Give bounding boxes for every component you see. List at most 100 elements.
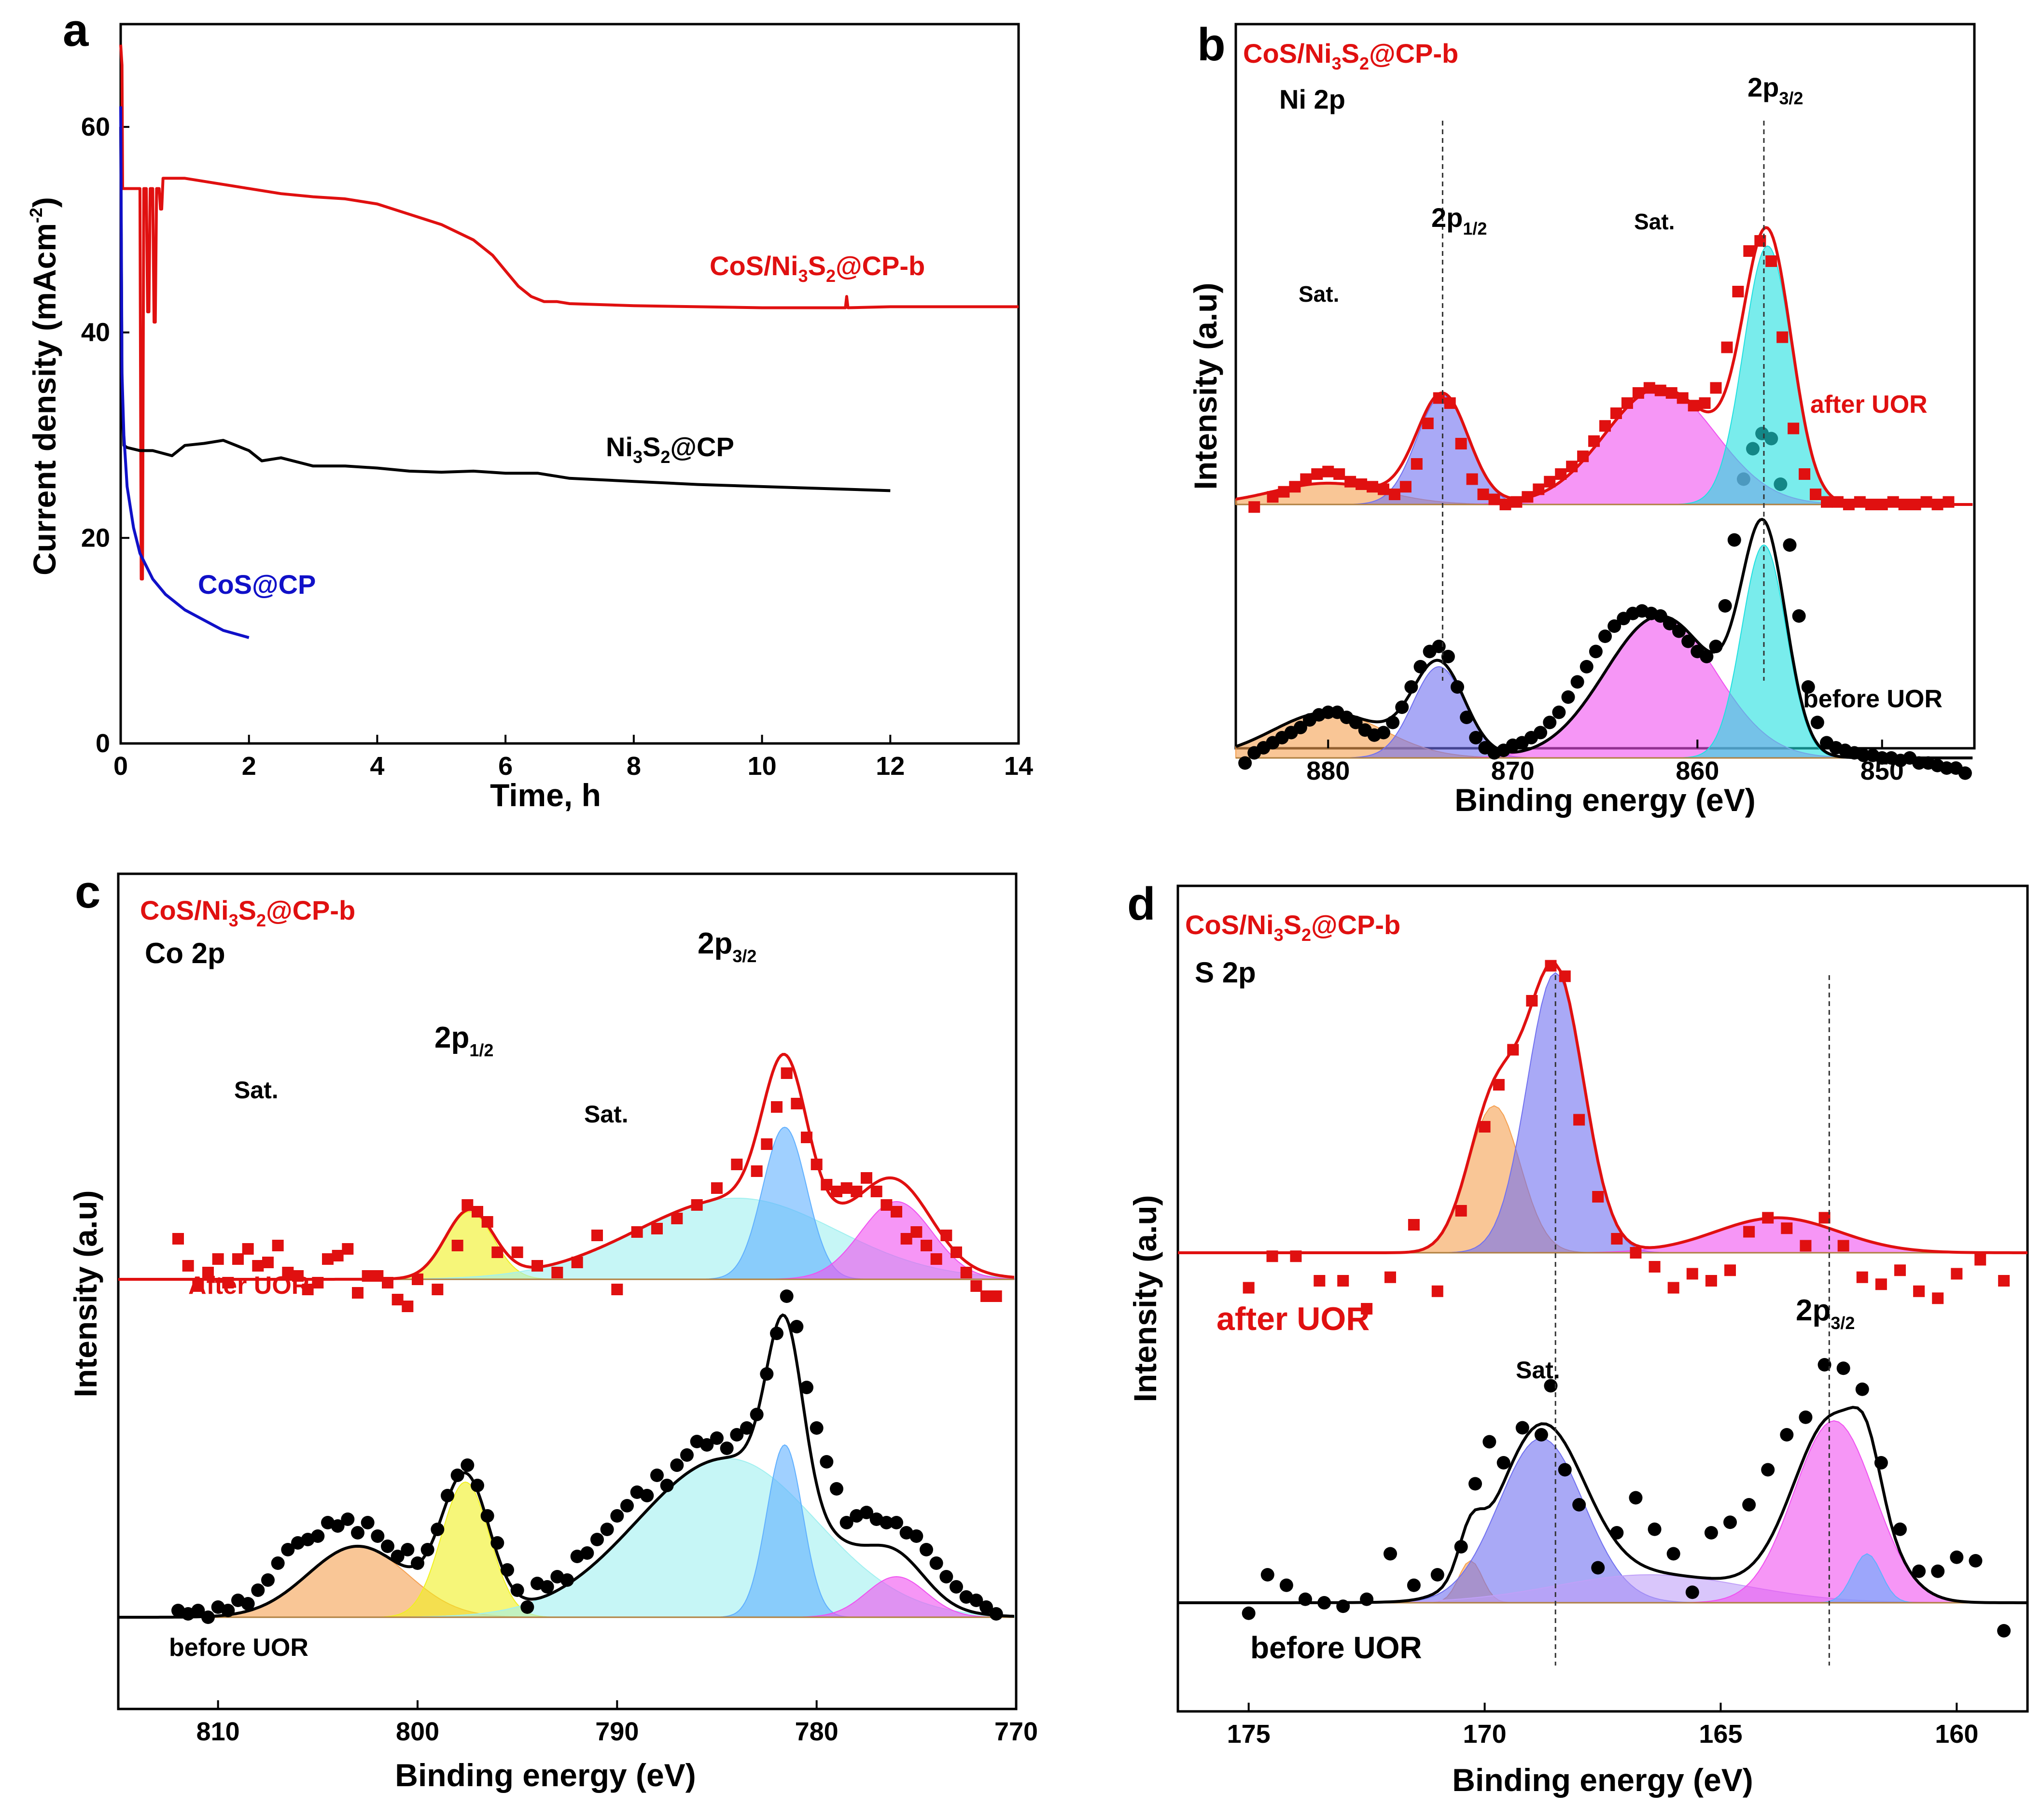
panel-b-after-label: after UOR (1810, 391, 1928, 419)
data-point (1997, 1624, 2011, 1638)
series-line (119, 44, 1019, 581)
data-point (312, 1277, 324, 1288)
data-point (810, 1421, 824, 1435)
panel-c-sat-2: Sat. (584, 1101, 629, 1128)
data-point (740, 1421, 754, 1435)
data-point (1723, 1515, 1737, 1529)
data-point (1742, 1498, 1756, 1512)
panel-a-frame (119, 23, 1020, 745)
label-part: @CP (670, 432, 734, 462)
data-point (1367, 481, 1379, 493)
label-part: S (1342, 38, 1359, 69)
data-point (461, 1199, 474, 1211)
data-point (292, 1270, 304, 1282)
x-tick-label: 850 (1860, 756, 1904, 785)
panel-letter-b: b (1197, 19, 1226, 70)
data-point (322, 1253, 334, 1265)
data-point (1466, 473, 1478, 485)
data-point (1451, 680, 1464, 694)
panel-c-after-label: After UOR (188, 1272, 309, 1300)
data-point (1378, 483, 1389, 495)
data-point (969, 1594, 983, 1607)
panel-b-xlabel: Binding energy (eV) (1454, 782, 1755, 818)
data-point (1801, 680, 1815, 694)
data-point (1238, 756, 1252, 770)
data-point (910, 1226, 923, 1238)
data-point (1857, 748, 1871, 762)
data-point (730, 1428, 744, 1442)
panel-letter-c: c (75, 866, 100, 918)
y-tick-label: 40 (81, 318, 110, 347)
data-point (1940, 761, 1954, 775)
data-point (940, 1230, 952, 1241)
data-point (1444, 397, 1456, 409)
data-point (1663, 616, 1677, 630)
data-point (450, 1469, 464, 1482)
data-point (979, 1600, 993, 1614)
panel-d-xlabel: Binding energy (eV) (1452, 1762, 1753, 1798)
data-point (1932, 1292, 1944, 1304)
data-point (1499, 499, 1511, 510)
data-point (1559, 970, 1571, 982)
data-point (990, 1290, 1002, 1302)
data-point (1912, 756, 1926, 770)
data-point (1399, 481, 1412, 493)
data-point (1700, 650, 1714, 663)
data-point (432, 1284, 444, 1295)
data-point (891, 1206, 902, 1218)
data-point (880, 1516, 894, 1529)
label-part: @CP-b (1369, 38, 1458, 69)
data-point (1455, 1205, 1467, 1217)
panel-c-ticks: 810 800 790 780 770 (196, 1700, 1038, 1746)
data-point (1950, 1550, 1964, 1564)
data-point (920, 1543, 933, 1556)
data-point (1721, 341, 1733, 353)
sub-text: 3/2 (1779, 88, 1803, 108)
fit-envelope (1178, 961, 2027, 1254)
data-point (1681, 634, 1695, 648)
data-point (851, 1186, 863, 1197)
panel-c-plot (118, 1052, 1015, 1624)
data-point (501, 1563, 514, 1577)
panel-c-2p12: 2p1/2 (434, 1021, 493, 1060)
data-point (402, 1301, 414, 1312)
data-point (1591, 1561, 1605, 1575)
panel-d-title: CoS/Ni3S2@CP-b (1185, 910, 1400, 945)
data-point (1610, 407, 1622, 419)
data-point (411, 1556, 424, 1570)
data-point (1469, 731, 1483, 744)
panel-d-ylabel: Intensity (a.u) (1127, 1195, 1163, 1402)
data-point (1743, 1226, 1755, 1238)
data-point (1598, 630, 1612, 643)
sub-text: 3/2 (1831, 1313, 1855, 1333)
panel-d: d 175 170 165 160 CoS/Ni3S2@CP-b S 2p Sat. … (1127, 878, 2029, 1798)
data-point (1555, 468, 1567, 480)
data-point (1377, 726, 1390, 740)
data-point (1898, 499, 1910, 510)
data-point (1780, 1428, 1794, 1442)
data-point (1920, 496, 1932, 508)
data-point (1510, 496, 1523, 508)
data-point (1411, 458, 1423, 470)
data-point (1667, 1282, 1679, 1294)
data-point (590, 1533, 604, 1546)
label-part: S (643, 432, 660, 462)
data-point (1856, 1271, 1868, 1283)
data-point (1580, 660, 1594, 673)
data-point (1855, 1382, 1869, 1396)
data-point (1515, 1421, 1529, 1435)
panel-c: c 810 800 790 780 770 CoS/Ni3S2@CP-b Co 2p S… (68, 866, 1038, 1793)
data-point (1248, 501, 1260, 513)
fit-envelope (118, 1052, 1015, 1281)
data-point (921, 1240, 932, 1251)
data-point (1507, 1044, 1519, 1056)
data-point (1589, 644, 1603, 658)
data-point (441, 1489, 454, 1502)
panel-letter-a: a (63, 4, 89, 56)
data-point (1243, 1282, 1255, 1294)
data-point (770, 1327, 783, 1340)
panel-d-sat: Sat. (1516, 1357, 1560, 1384)
data-point (840, 1182, 853, 1194)
data-point (271, 1556, 285, 1570)
